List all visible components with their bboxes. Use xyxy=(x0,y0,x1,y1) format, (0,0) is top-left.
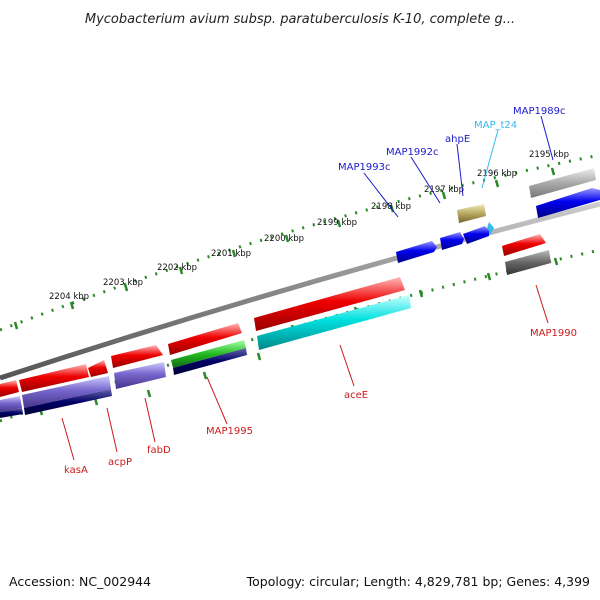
major-tick xyxy=(553,257,559,266)
gene-label-map1990[interactable]: MAP1990 xyxy=(530,328,577,339)
ruler-label: 2198 kbp xyxy=(371,202,411,212)
gene-feature-kasa-gene[interactable] xyxy=(24,389,112,415)
leader-line xyxy=(481,129,499,189)
gene-label-acee[interactable]: aceE xyxy=(344,390,368,401)
forward-strand-features xyxy=(0,234,551,418)
major-tick xyxy=(336,219,342,228)
ruler-label: 2203 kbp xyxy=(103,278,143,288)
top-leader-lines xyxy=(363,115,554,218)
gene-feature-map1995-misc[interactable] xyxy=(171,340,246,368)
gene-feature-fabd-misc[interactable] xyxy=(114,362,166,389)
bottom-leader-lines xyxy=(61,284,549,461)
leader-line xyxy=(206,376,228,425)
gene-feature-ahpe[interactable] xyxy=(457,204,486,223)
major-tick xyxy=(69,301,75,310)
major-tick xyxy=(550,167,556,176)
leader-line xyxy=(339,344,355,387)
major-tick xyxy=(13,321,19,330)
gene-feature-acee[interactable] xyxy=(254,277,405,331)
major-tick xyxy=(256,352,262,361)
gene-label-map1995[interactable]: MAP1995 xyxy=(206,426,253,437)
gene-feature-acee-cds[interactable] xyxy=(257,295,411,350)
gene-label-kasa[interactable]: kasA xyxy=(64,465,88,476)
summary-text: Topology: circular; Length: 4,829,781 bp… xyxy=(246,574,590,589)
major-tick xyxy=(441,191,447,200)
gene-feature-left-navy[interactable] xyxy=(0,408,23,418)
major-tick xyxy=(486,272,492,281)
gene-feature-map1993c-a[interactable] xyxy=(440,232,464,250)
major-tick xyxy=(178,266,184,275)
leader-line xyxy=(456,143,464,197)
major-tick xyxy=(202,371,208,380)
gene-feature-map1990[interactable] xyxy=(502,234,546,256)
major-tick xyxy=(284,234,290,243)
backbone xyxy=(0,201,600,381)
gene-label-map1989c[interactable]: MAP1989c xyxy=(513,106,565,117)
gene-feature-map1990-gene[interactable] xyxy=(505,250,551,275)
gene-label-map-t24[interactable]: MAP_t24 xyxy=(474,120,517,131)
leader-line xyxy=(540,115,554,161)
gene-feature-map1993c-b[interactable] xyxy=(396,241,437,263)
gene-label-map1992c[interactable]: MAP1992c xyxy=(386,147,438,158)
gene-label-acpp[interactable]: acpP xyxy=(108,457,132,468)
ruler-label: 2204 kbp xyxy=(49,292,89,302)
gene-feature-map1995-gene[interactable] xyxy=(173,348,247,375)
major-tick xyxy=(418,289,424,298)
major-tick xyxy=(494,179,500,188)
ruler-label: 2199 kbp xyxy=(317,218,357,228)
gene-feature-acpp[interactable] xyxy=(88,360,108,377)
leader-line xyxy=(144,397,156,443)
gene-label-ahpe[interactable]: ahpE xyxy=(445,134,470,145)
ruler-label: 2196 kbp xyxy=(477,169,517,179)
leader-line xyxy=(410,156,441,204)
major-tick xyxy=(146,389,152,398)
reverse-strand-features xyxy=(396,168,600,263)
gene-feature-map1995[interactable] xyxy=(168,323,242,355)
leader-line xyxy=(363,172,399,218)
leader-line xyxy=(535,284,549,324)
ruler-label: 2197 kbp xyxy=(424,185,464,195)
gene-feature-left-red[interactable] xyxy=(0,380,19,397)
outer-ruler xyxy=(0,153,600,332)
map-title: Mycobacterium avium subsp. paratuberculo… xyxy=(85,12,515,27)
gene-feature-map1989c[interactable] xyxy=(536,188,600,218)
major-tick xyxy=(123,283,129,292)
gene-feature-left-purple[interactable] xyxy=(0,396,22,412)
gene-feature-kasa[interactable] xyxy=(19,364,89,392)
leader-line xyxy=(106,407,118,453)
gene-feature-map1992c[interactable] xyxy=(463,226,489,244)
leader-line xyxy=(61,417,75,461)
accession-text: Accession: NC_002944 xyxy=(9,574,151,589)
ruler-label: 2201 kbp xyxy=(211,249,251,259)
ruler-label: 2195 kbp xyxy=(529,150,569,160)
major-tick xyxy=(231,249,237,258)
ruler-label: 2200 kbp xyxy=(264,234,304,244)
gene-label-fabd[interactable]: fabD xyxy=(147,445,171,456)
ruler-label: 2202 kbp xyxy=(157,263,197,273)
gene-feature-map1989c-gene[interactable] xyxy=(529,168,596,198)
gene-label-map1993c[interactable]: MAP1993c xyxy=(338,162,390,173)
gene-feature-kasa-misc[interactable] xyxy=(22,376,111,408)
gene-feature-fabd[interactable] xyxy=(111,345,163,368)
